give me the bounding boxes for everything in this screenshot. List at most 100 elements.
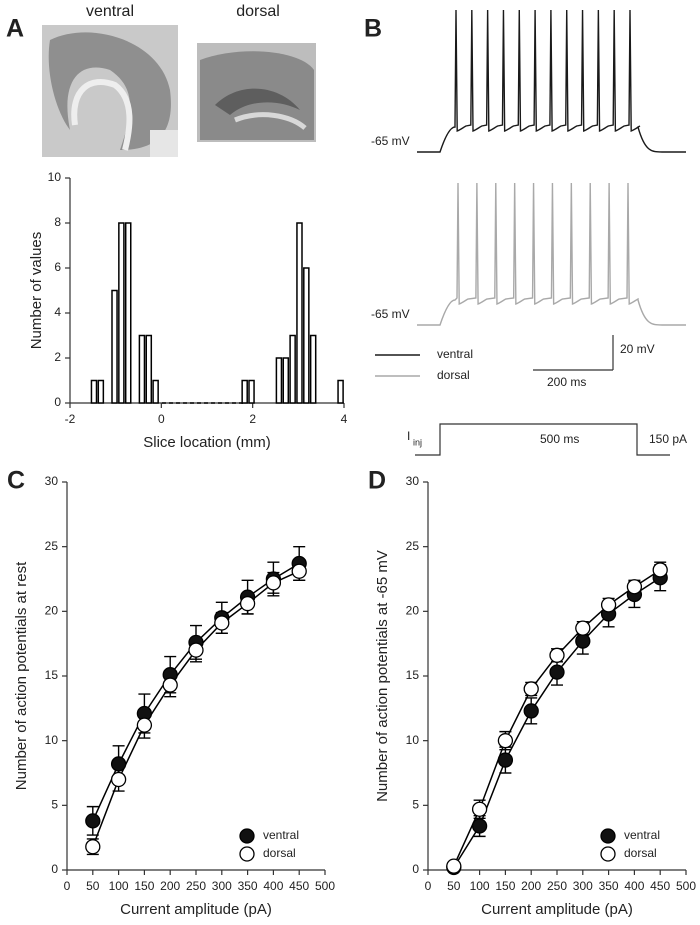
x-tick-label: 150 [134,879,154,893]
data-point [600,597,617,613]
data-point [471,818,488,834]
legend-label: ventral [263,828,299,842]
panel-letter: B [364,15,382,43]
x-tick-label: 400 [263,879,283,893]
x-tick-label: 500 [676,879,696,893]
data-point [162,677,178,693]
legend-label: dorsal [624,846,657,860]
y-tick-label: 20 [406,604,420,618]
x-tick-label: -2 [65,412,76,426]
y-axis-label: Number of action potentials at rest [13,561,30,790]
data-point [652,562,668,578]
image-label: ventral [86,3,134,20]
panel-letter: D [368,467,386,495]
x-axis-label: Slice location (mm) [143,434,271,451]
x-tick-label: 50 [447,879,461,893]
ventral-slice-image [42,25,178,157]
y-tick-label: 10 [45,733,59,747]
histogram-bar [138,334,146,404]
data-point [265,575,282,591]
y-tick-label: 25 [406,539,420,553]
stimulus-label: I [407,429,410,443]
data-point [523,681,539,697]
x-tick-label: 50 [86,879,100,893]
data-point [446,858,462,874]
x-tick-label: 300 [573,879,593,893]
histogram-bar [296,222,303,404]
x-axis-label: Current amplitude (pA) [481,901,633,918]
histogram-bar [337,379,344,404]
histogram-bar [118,222,125,404]
stimulus-trace [415,423,670,456]
data-point [110,771,127,788]
legend-marker [600,846,616,862]
histogram-bar [111,289,118,404]
x-tick-label: 200 [521,879,541,893]
histogram-bar [241,379,248,404]
x-tick-label: 250 [547,879,567,893]
data-point [85,813,101,829]
x-tick-label: 0 [425,879,432,893]
x-tick-label: 0 [158,412,165,426]
image-label: dorsal [236,3,280,20]
x-tick-label: 350 [238,879,258,893]
x-tick-label: 450 [650,879,670,893]
dorsal-trace [417,182,686,326]
histogram-bar [90,379,98,404]
y-tick-label: 20 [45,604,59,618]
x-tick-label: 100 [109,879,129,893]
data-point [214,615,230,631]
y-tick-label: 25 [45,539,59,553]
y-tick-label: 2 [54,350,61,364]
y-tick-label: 15 [406,668,420,682]
y-axis-label: Number of action potentials at -65 mV [374,550,391,802]
x-tick-label: 2 [249,412,256,426]
stimulus-subscript: inj [413,437,422,447]
x-tick-label: 450 [289,879,309,893]
y-tick-label: 4 [54,305,61,319]
histogram-bar [275,357,283,404]
panel-letter: A [6,15,24,43]
stimulus-duration: 500 ms [540,432,579,446]
histogram-bar [282,357,290,404]
histogram-bar [309,334,317,404]
data-point [497,752,514,768]
y-tick-label: 10 [48,170,62,184]
x-tick-label: 250 [186,879,206,893]
x-tick-label: 4 [341,412,348,426]
y-tick-label: 30 [45,474,59,488]
y-tick-label: 0 [412,862,419,876]
dorsal-slice-image [197,43,316,142]
y-axis-label: Number of values [28,232,45,350]
legend-marker [239,828,255,844]
data-point [239,595,256,612]
x-axis-label: Current amplitude (pA) [120,901,272,918]
data-point [188,642,204,658]
legend-label: dorsal [263,846,296,860]
histogram-bar [97,379,105,404]
y-tick-label: 8 [54,215,61,229]
y-tick-label: 0 [51,862,58,876]
stimulus-amplitude: 150 pA [649,432,687,446]
y-tick-label: 30 [406,474,420,488]
rest-label: -65 mV [371,134,410,148]
x-tick-label: 150 [495,879,515,893]
legend-label: ventral [437,347,473,361]
x-tick-label: 350 [599,879,619,893]
data-point [291,563,307,579]
x-tick-label: 200 [160,879,180,893]
legend-label: ventral [624,828,660,842]
time-scale-label: 200 ms [547,375,586,389]
x-tick-label: 400 [624,879,644,893]
x-tick-label: 500 [315,879,335,893]
data-point [110,756,127,772]
histogram-bar [289,334,296,404]
legend-marker [600,828,616,844]
x-tick-label: 0 [64,879,71,893]
histogram-bar [248,379,255,404]
x-tick-label: 300 [212,879,232,893]
histogram-bar [124,222,132,404]
data-point [549,647,565,663]
data-point [523,703,539,719]
